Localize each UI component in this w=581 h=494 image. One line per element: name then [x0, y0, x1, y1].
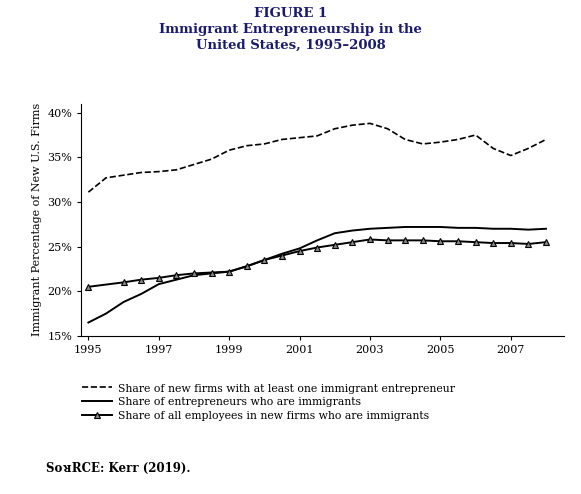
Share of entrepreneurs who are immigrants	[437, 224, 444, 230]
Share of entrepreneurs who are immigrants	[173, 277, 180, 283]
Share of all employees in new firms who are immigrants	[331, 242, 338, 248]
Share of entrepreneurs who are immigrants	[419, 224, 426, 230]
Share of entrepreneurs who are immigrants	[472, 225, 479, 231]
Share of new firms with at least one immigrant entrepreneur	[401, 136, 408, 142]
Share of all employees in new firms who are immigrants	[401, 238, 408, 244]
Share of entrepreneurs who are immigrants	[191, 272, 198, 278]
Share of all employees in new firms who are immigrants	[349, 239, 356, 245]
Line: Share of entrepreneurs who are immigrants: Share of entrepreneurs who are immigrant…	[88, 227, 546, 323]
Line: Share of new firms with at least one immigrant entrepreneur: Share of new firms with at least one imm…	[88, 124, 546, 192]
Share of all employees in new firms who are immigrants	[261, 257, 268, 263]
Share of new firms with at least one immigrant entrepreneur	[225, 147, 232, 153]
Share of new firms with at least one immigrant entrepreneur	[243, 143, 250, 149]
Share of new firms with at least one immigrant entrepreneur	[191, 162, 198, 167]
Share of all employees in new firms who are immigrants	[454, 238, 461, 244]
Share of entrepreneurs who are immigrants	[225, 269, 232, 275]
Share of entrepreneurs who are immigrants	[85, 320, 92, 326]
Share of all employees in new firms who are immigrants	[507, 240, 514, 246]
Share of new firms with at least one immigrant entrepreneur	[155, 168, 162, 174]
Share of all employees in new firms who are immigrants	[472, 239, 479, 245]
Share of all employees in new firms who are immigrants	[543, 239, 550, 245]
Share of all employees in new firms who are immigrants	[437, 238, 444, 244]
Share of entrepreneurs who are immigrants	[278, 251, 285, 257]
Share of new firms with at least one immigrant entrepreneur	[349, 122, 356, 128]
Share of entrepreneurs who are immigrants	[261, 257, 268, 263]
Share of new firms with at least one immigrant entrepreneur	[507, 153, 514, 159]
Share of entrepreneurs who are immigrants	[401, 224, 408, 230]
Share of new firms with at least one immigrant entrepreneur	[173, 167, 180, 173]
Share of all employees in new firms who are immigrants	[120, 280, 127, 286]
Share of all employees in new firms who are immigrants	[525, 241, 532, 247]
Share of new firms with at least one immigrant entrepreneur	[384, 126, 391, 132]
Share of new firms with at least one immigrant entrepreneur	[454, 136, 461, 142]
Share of all employees in new firms who are immigrants	[419, 238, 426, 244]
Share of all employees in new firms who are immigrants	[173, 272, 180, 278]
Share of entrepreneurs who are immigrants	[507, 226, 514, 232]
Share of all employees in new firms who are immigrants	[225, 269, 232, 275]
Share of new firms with at least one immigrant entrepreneur	[331, 126, 338, 132]
Share of new firms with at least one immigrant entrepreneur	[419, 141, 426, 147]
Share of new firms with at least one immigrant entrepreneur	[490, 145, 497, 151]
Share of all employees in new firms who are immigrants	[490, 240, 497, 246]
Share of new firms with at least one immigrant entrepreneur	[543, 136, 550, 142]
Share of all employees in new firms who are immigrants	[155, 275, 162, 281]
Share of entrepreneurs who are immigrants	[155, 281, 162, 287]
Share of entrepreneurs who are immigrants	[138, 291, 145, 297]
Share of entrepreneurs who are immigrants	[331, 230, 338, 236]
Share of entrepreneurs who are immigrants	[102, 311, 109, 317]
Share of new firms with at least one immigrant entrepreneur	[314, 133, 321, 139]
Share of entrepreneurs who are immigrants	[454, 225, 461, 231]
Share of entrepreneurs who are immigrants	[349, 228, 356, 234]
Share of entrepreneurs who are immigrants	[243, 263, 250, 269]
Share of entrepreneurs who are immigrants	[367, 226, 374, 232]
Share of all employees in new firms who are immigrants	[138, 277, 145, 283]
Share of all employees in new firms who are immigrants	[367, 237, 374, 243]
Share of new firms with at least one immigrant entrepreneur	[120, 172, 127, 178]
Share of new firms with at least one immigrant entrepreneur	[138, 169, 145, 175]
Share of new firms with at least one immigrant entrepreneur	[367, 121, 374, 126]
Text: United States, 1995–2008: United States, 1995–2008	[196, 39, 385, 52]
Share of new firms with at least one immigrant entrepreneur	[278, 136, 285, 142]
Share of all employees in new firms who are immigrants	[314, 245, 321, 250]
Share of new firms with at least one immigrant entrepreneur	[85, 189, 92, 195]
Share of new firms with at least one immigrant entrepreneur	[437, 139, 444, 145]
Share of all employees in new firms who are immigrants	[278, 252, 285, 258]
Y-axis label: Immigrant Percentage of New U.S. Firms: Immigrant Percentage of New U.S. Firms	[32, 103, 42, 336]
Text: SᴏᴚRCE: Kerr (2019).: SᴏᴚRCE: Kerr (2019).	[46, 462, 191, 475]
Share of new firms with at least one immigrant entrepreneur	[261, 141, 268, 147]
Share of entrepreneurs who are immigrants	[296, 246, 303, 251]
Share of new firms with at least one immigrant entrepreneur	[208, 156, 215, 162]
Text: FIGURE 1: FIGURE 1	[254, 7, 327, 20]
Share of all employees in new firms who are immigrants	[384, 238, 391, 244]
Text: Immigrant Entrepreneurship in the: Immigrant Entrepreneurship in the	[159, 23, 422, 36]
Share of new firms with at least one immigrant entrepreneur	[472, 132, 479, 138]
Share of all employees in new firms who are immigrants	[85, 284, 92, 290]
Share of all employees in new firms who are immigrants	[191, 270, 198, 276]
Share of entrepreneurs who are immigrants	[208, 270, 215, 276]
Share of entrepreneurs who are immigrants	[314, 238, 321, 244]
Share of all employees in new firms who are immigrants	[208, 270, 215, 276]
Legend: Share of new firms with at least one immigrant entrepreneur, Share of entreprene: Share of new firms with at least one imm…	[82, 383, 455, 421]
Share of entrepreneurs who are immigrants	[525, 227, 532, 233]
Share of entrepreneurs who are immigrants	[384, 225, 391, 231]
Line: Share of all employees in new firms who are immigrants: Share of all employees in new firms who …	[85, 236, 550, 290]
Share of entrepreneurs who are immigrants	[543, 226, 550, 232]
Share of new firms with at least one immigrant entrepreneur	[102, 175, 109, 181]
Share of new firms with at least one immigrant entrepreneur	[525, 145, 532, 151]
Share of entrepreneurs who are immigrants	[120, 299, 127, 305]
Share of all employees in new firms who are immigrants	[243, 263, 250, 269]
Share of entrepreneurs who are immigrants	[490, 226, 497, 232]
Share of new firms with at least one immigrant entrepreneur	[296, 135, 303, 141]
Share of all employees in new firms who are immigrants	[296, 248, 303, 254]
